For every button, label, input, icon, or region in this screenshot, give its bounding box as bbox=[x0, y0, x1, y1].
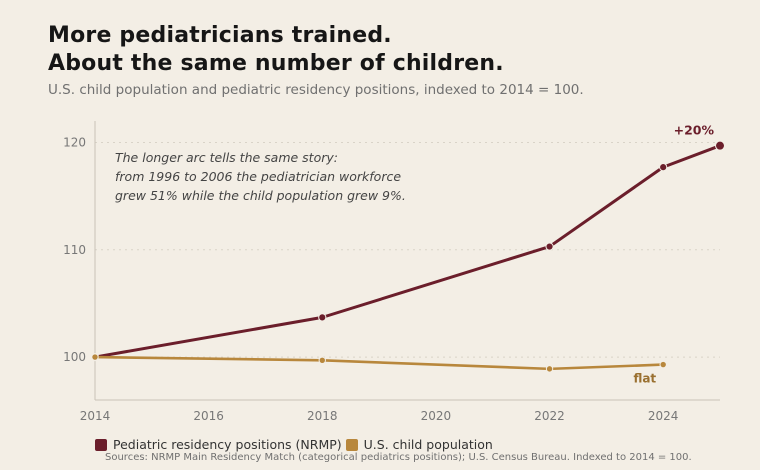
data-point-residency-2025 bbox=[715, 140, 725, 151]
series-line-population bbox=[93, 355, 665, 371]
data-point-population-2022 bbox=[545, 365, 554, 373]
data-point-population-2014 bbox=[91, 353, 99, 361]
x-tick-label-2024: 2024 bbox=[648, 409, 679, 423]
y-tick-label-100: 100 bbox=[63, 350, 86, 364]
axis-layer: 100 110 120 2014 2016 2018 2020 2022 2024 bbox=[63, 121, 720, 423]
title-line-1: More pediatricians trained. bbox=[48, 23, 392, 48]
title-line-2: About the same number of children. bbox=[48, 51, 504, 76]
data-point-residency-2024 bbox=[659, 163, 668, 172]
source-note: Sources: NRMP Main Residency Match (cate… bbox=[105, 452, 692, 463]
legend-item-population: U.S. child population bbox=[345, 437, 493, 452]
legend-label-population: U.S. child population bbox=[363, 437, 493, 452]
annotation-layer: The longer arc tells the same story: fro… bbox=[115, 150, 406, 203]
data-point-population-2018 bbox=[318, 356, 326, 364]
y-tick-label-120: 120 bbox=[63, 135, 86, 149]
x-tick-label-2016: 2016 bbox=[193, 409, 224, 423]
end-label-population: flat bbox=[633, 372, 656, 386]
annotation-line-3: grew 51% while the child population grew… bbox=[115, 188, 406, 203]
chart-legend: Pediatric residency positions (NRMP) U.S… bbox=[95, 437, 497, 452]
grid-layer bbox=[95, 141, 720, 358]
annotation-line-2: from 1996 to 2006 the pediatrician workf… bbox=[115, 169, 401, 184]
legend-swatch-residency bbox=[95, 438, 107, 451]
legend-label-residency: Pediatric residency positions (NRMP) bbox=[113, 437, 342, 452]
x-tick-label-2020: 2020 bbox=[421, 409, 452, 423]
annotation-line-1: The longer arc tells the same story: bbox=[115, 150, 338, 165]
legend-swatch-population bbox=[345, 438, 358, 451]
x-tick-label-2018: 2018 bbox=[307, 409, 338, 423]
series-layer: +20% flat bbox=[90, 123, 725, 386]
y-tick-label-110: 110 bbox=[63, 243, 86, 257]
legend-item-residency: Pediatric residency positions (NRMP) bbox=[95, 437, 342, 452]
data-point-residency-2022 bbox=[545, 242, 554, 251]
x-tick-label-2022: 2022 bbox=[534, 409, 565, 423]
data-point-residency-2018 bbox=[318, 313, 327, 322]
end-label-residency: +20% bbox=[674, 123, 715, 138]
chart-subtitle: U.S. child population and pediatric resi… bbox=[48, 82, 584, 98]
data-point-population-2024 bbox=[659, 360, 667, 369]
chart-title: More pediatricians trained. About the sa… bbox=[48, 22, 504, 78]
x-tick-label-2014: 2014 bbox=[80, 409, 111, 423]
